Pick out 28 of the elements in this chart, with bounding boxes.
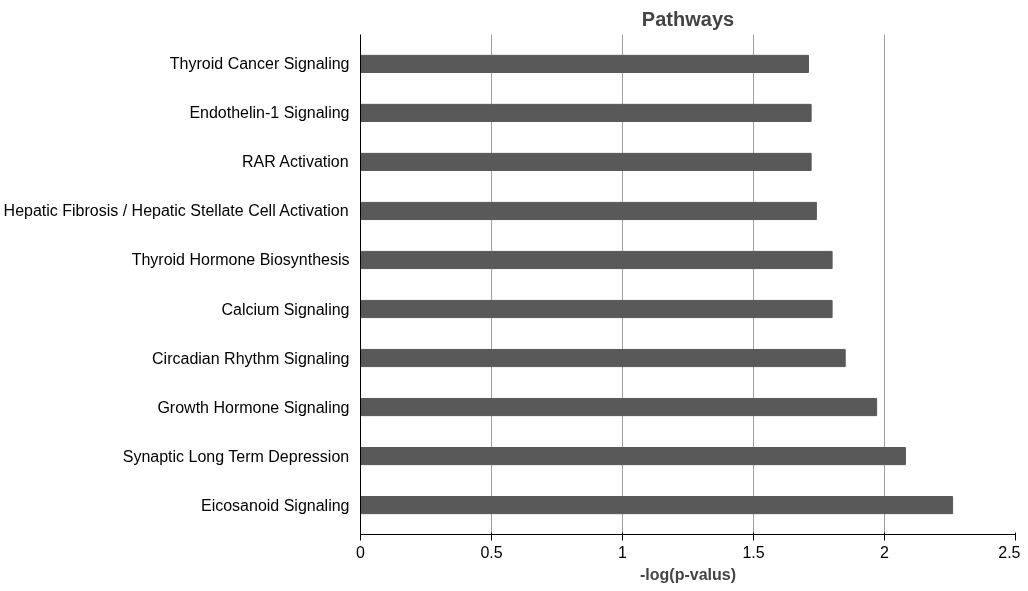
x-axis-title: -log(p-valus) bbox=[640, 565, 736, 583]
y-tick-label: Thyroid Hormone Biosynthesis bbox=[131, 251, 350, 269]
x-tick-label: 0.5 bbox=[480, 543, 503, 561]
bar bbox=[360, 201, 817, 221]
y-tick-label: Eicosanoid Signaling bbox=[200, 496, 350, 514]
bar bbox=[360, 496, 954, 515]
chart-title: Pathways bbox=[641, 7, 735, 30]
x-tick-label: 0 bbox=[356, 543, 366, 561]
bar bbox=[360, 397, 878, 417]
y-tick-label: Growth Hormone Signaling bbox=[157, 398, 350, 416]
bar bbox=[360, 152, 812, 172]
y-tick-label: Calcium Signaling bbox=[221, 300, 350, 318]
y-tick-label: Endothelin-1 Signaling bbox=[189, 104, 350, 122]
bar bbox=[360, 348, 846, 368]
y-tick-label: RAR Activation bbox=[241, 153, 349, 171]
bar bbox=[360, 54, 810, 73]
y-tick-label: Thyroid Cancer Signaling bbox=[169, 55, 350, 73]
y-tick-label: Circadian Rhythm Signaling bbox=[152, 349, 350, 367]
y-tick-label: Synaptic Long Term Depression bbox=[122, 447, 350, 465]
bar bbox=[360, 250, 833, 270]
x-tick-label: 1 bbox=[618, 543, 628, 561]
x-tick-label: 2.5 bbox=[998, 543, 1021, 561]
x-tick-label: 2 bbox=[880, 543, 890, 561]
bar bbox=[360, 103, 812, 123]
x-tick-label: 1.5 bbox=[742, 543, 765, 561]
bar bbox=[360, 446, 906, 466]
y-tick-label: Hepatic Fibrosis / Hepatic Stellate Cell Activation bbox=[3, 202, 349, 220]
bar bbox=[360, 299, 833, 319]
